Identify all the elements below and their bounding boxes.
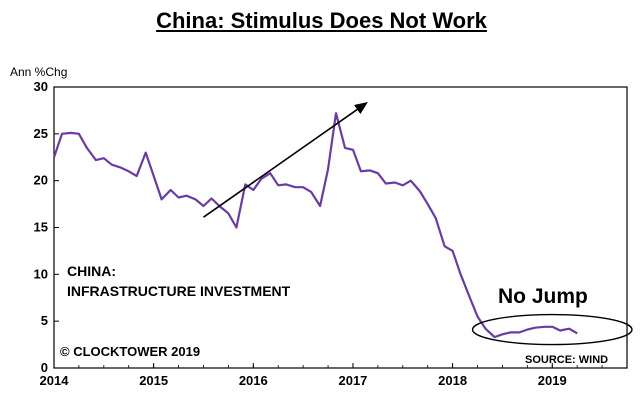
x-tick-label: 2016: [239, 373, 268, 388]
copyright-note: © CLOCKTOWER 2019: [60, 344, 200, 359]
highlight-ellipse: [471, 313, 633, 346]
x-tick-label: 2017: [338, 373, 367, 388]
y-axis: 0 5 10 15 20 25 30: [34, 79, 59, 375]
annotation-overlay: [203, 101, 633, 346]
y-tick-label: 0: [41, 360, 48, 375]
trend-arrow-line: [203, 108, 358, 218]
trend-arrow-head: [354, 101, 368, 114]
x-tick-label: 2014: [40, 373, 70, 388]
series-label-line2: INFRASTRUCTURE INVESTMENT: [67, 283, 291, 299]
series-label-line1: CHINA:: [67, 263, 116, 279]
x-tick-label: 2019: [538, 373, 567, 388]
y-tick-label: 5: [41, 313, 48, 328]
y-tick-label: 25: [34, 126, 48, 141]
y-axis-label: Ann %Chg: [10, 65, 67, 79]
source-note: SOURCE: WIND: [525, 354, 608, 366]
x-tick-label: 2018: [438, 373, 467, 388]
x-tick-label: 2015: [139, 373, 168, 388]
y-tick-label: 20: [34, 173, 48, 188]
y-tick-label: 30: [34, 79, 48, 94]
chart-title: China: Stimulus Does Not Work: [156, 8, 487, 33]
series-line: [52, 112, 578, 339]
y-tick-label: 15: [34, 220, 48, 235]
x-axis: 2014 2015 2016 2017 2018 2019: [40, 363, 628, 388]
y-tick-label: 10: [34, 266, 48, 281]
no-jump-annotation: No Jump: [498, 285, 588, 308]
series-group: [52, 112, 578, 339]
